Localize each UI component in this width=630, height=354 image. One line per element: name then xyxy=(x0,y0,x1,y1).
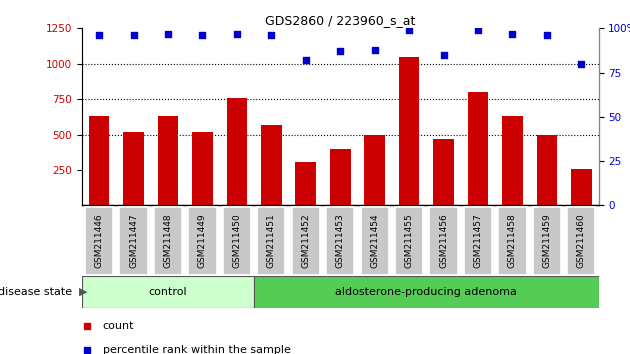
Bar xyxy=(261,125,282,205)
Text: GSM211460: GSM211460 xyxy=(577,213,586,268)
Text: GSM211458: GSM211458 xyxy=(508,213,517,268)
Text: GSM211448: GSM211448 xyxy=(164,213,173,268)
Bar xyxy=(158,116,178,205)
Point xyxy=(576,61,587,67)
Point xyxy=(266,33,277,38)
Point xyxy=(404,27,414,33)
Text: disease state: disease state xyxy=(0,287,76,297)
Point xyxy=(473,27,483,33)
Point xyxy=(370,47,380,52)
Bar xyxy=(123,132,144,205)
FancyBboxPatch shape xyxy=(82,276,254,308)
FancyBboxPatch shape xyxy=(120,207,147,275)
FancyBboxPatch shape xyxy=(223,207,251,275)
FancyBboxPatch shape xyxy=(257,207,285,275)
FancyBboxPatch shape xyxy=(567,207,595,275)
Text: GSM211451: GSM211451 xyxy=(267,213,276,268)
Point xyxy=(94,33,104,38)
Point xyxy=(507,31,517,36)
Point xyxy=(129,33,139,38)
Bar xyxy=(502,116,523,205)
FancyBboxPatch shape xyxy=(292,207,320,275)
Point xyxy=(163,31,173,36)
Text: GSM211455: GSM211455 xyxy=(404,213,413,268)
FancyBboxPatch shape xyxy=(430,207,457,275)
Bar xyxy=(399,57,420,205)
Point xyxy=(301,57,311,63)
Bar xyxy=(433,139,454,205)
Point xyxy=(438,52,449,58)
Text: aldosterone-producing adenoma: aldosterone-producing adenoma xyxy=(335,287,517,297)
Text: ▶: ▶ xyxy=(79,287,87,297)
FancyBboxPatch shape xyxy=(395,207,423,275)
Title: GDS2860 / 223960_s_at: GDS2860 / 223960_s_at xyxy=(265,14,415,27)
FancyBboxPatch shape xyxy=(533,207,561,275)
FancyBboxPatch shape xyxy=(498,207,527,275)
Bar xyxy=(192,132,213,205)
Point xyxy=(232,31,242,36)
Text: GSM211446: GSM211446 xyxy=(94,213,103,268)
Bar xyxy=(330,149,350,205)
Text: GSM211459: GSM211459 xyxy=(542,213,551,268)
Bar xyxy=(89,116,110,205)
Bar xyxy=(537,135,557,205)
FancyBboxPatch shape xyxy=(154,207,182,275)
Text: GSM211450: GSM211450 xyxy=(232,213,241,268)
Point xyxy=(335,48,345,54)
Text: percentile rank within the sample: percentile rank within the sample xyxy=(103,345,290,354)
Bar xyxy=(467,92,488,205)
Text: GSM211449: GSM211449 xyxy=(198,213,207,268)
FancyBboxPatch shape xyxy=(360,207,389,275)
FancyBboxPatch shape xyxy=(326,207,354,275)
Text: count: count xyxy=(103,321,134,331)
Point xyxy=(197,33,207,38)
FancyBboxPatch shape xyxy=(464,207,492,275)
Point xyxy=(542,33,552,38)
FancyBboxPatch shape xyxy=(188,207,217,275)
Text: GSM211454: GSM211454 xyxy=(370,213,379,268)
Text: control: control xyxy=(149,287,187,297)
FancyBboxPatch shape xyxy=(254,276,598,308)
Text: GSM211457: GSM211457 xyxy=(474,213,483,268)
FancyBboxPatch shape xyxy=(85,207,113,275)
Point xyxy=(82,347,92,353)
Bar xyxy=(364,135,385,205)
Bar xyxy=(571,169,592,205)
Text: GSM211453: GSM211453 xyxy=(336,213,345,268)
Text: GSM211452: GSM211452 xyxy=(301,213,310,268)
Bar xyxy=(227,98,247,205)
Bar xyxy=(295,162,316,205)
Text: GSM211447: GSM211447 xyxy=(129,213,138,268)
Point xyxy=(82,324,92,329)
Text: GSM211456: GSM211456 xyxy=(439,213,448,268)
